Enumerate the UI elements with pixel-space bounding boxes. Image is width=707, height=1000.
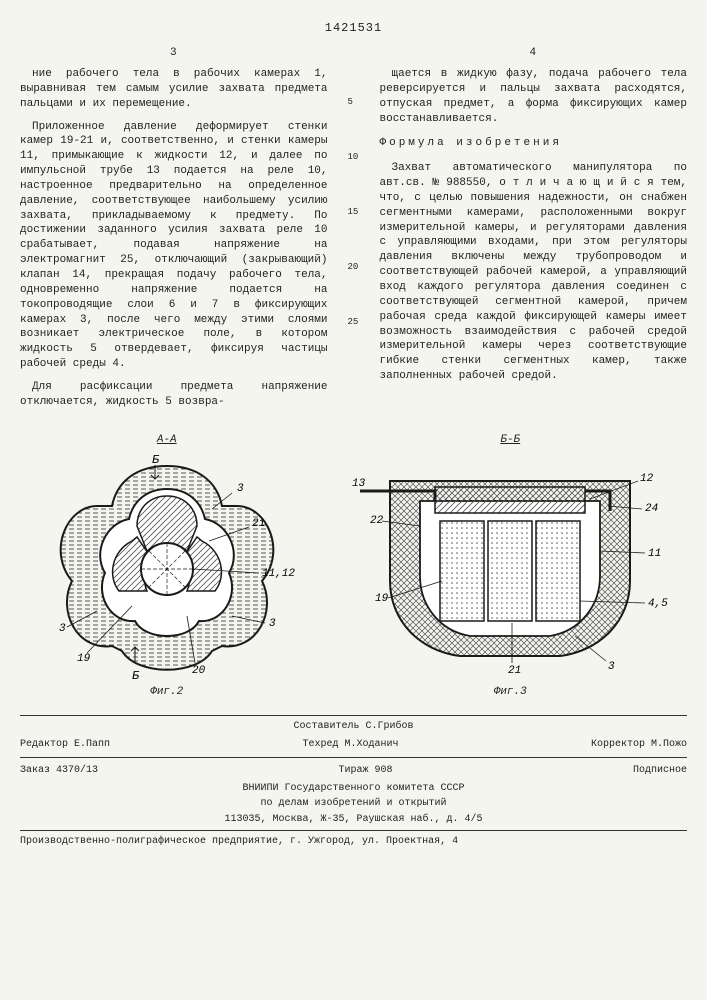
footer-techred: Техред М.Ходанич (302, 738, 398, 752)
right-p1: щается в жидкую фазу, подача рабочего те… (380, 67, 688, 126)
line-num-15: 15 (348, 206, 359, 218)
left-page-num: 3 (20, 46, 328, 61)
fig2-caption: Фиг.2 (150, 685, 183, 700)
svg-text:21: 21 (508, 665, 521, 677)
svg-text:12: 12 (640, 473, 654, 485)
right-p2: Захват автоматического манипулятора по а… (380, 161, 688, 384)
svg-text:3: 3 (269, 618, 276, 630)
line-num-20: 20 (348, 261, 359, 273)
footer-address: 113035, Москва, Ж-35, Раушская наб., д. … (20, 813, 687, 827)
figures-row: А-А (20, 433, 687, 701)
right-column: 4 щается в жидкую фазу, подача рабочего … (380, 46, 688, 417)
doc-number: 1421531 (20, 20, 687, 36)
footer-editor: Редактор Е.Папп (20, 738, 110, 752)
figure-2: А-А (37, 433, 297, 701)
footer-org2: по делам изобретений и открытий (20, 797, 687, 811)
footer: Составитель С.Грибов Редактор Е.Папп Тех… (20, 715, 687, 849)
svg-text:4,5: 4,5 (648, 598, 668, 610)
left-column: 3 ние рабочего тела в рабочих камерах 1,… (20, 46, 328, 417)
line-num-5: 5 (348, 96, 353, 108)
svg-text:3: 3 (608, 661, 615, 673)
fig2-svg: Б Б 3 21 11,12 3 20 3 19 (37, 451, 297, 681)
svg-text:3: 3 (59, 623, 66, 635)
footer-subscript: Подписное (633, 764, 687, 778)
formula-title: Формула изобретения (380, 136, 688, 151)
svg-text:20: 20 (192, 665, 206, 677)
svg-text:19: 19 (77, 653, 91, 665)
fig2-section: А-А (37, 433, 297, 448)
svg-text:22: 22 (370, 515, 384, 527)
left-p2: Приложенное давление деформирует стенки … (20, 120, 328, 372)
fig2-b-bot: Б (132, 669, 140, 681)
left-p1: ние рабочего тела в рабочих камерах 1, в… (20, 67, 328, 112)
svg-text:24: 24 (645, 503, 658, 515)
text-columns: 3 ние рабочего тела в рабочих камерах 1,… (20, 46, 687, 417)
right-page-num: 4 (380, 46, 688, 61)
fig3-svg: 13 22 19 12 24 11 4,5 3 21 (350, 451, 670, 681)
footer-corrector: Корректор М.Пожо (591, 738, 687, 752)
line-num-25: 25 (348, 316, 359, 328)
svg-text:13: 13 (352, 478, 366, 490)
footer-org1: ВНИИПИ Государственного комитета СССР (20, 782, 687, 796)
svg-text:11,12: 11,12 (262, 568, 295, 580)
footer-tirage: Тираж 908 (338, 764, 392, 778)
svg-text:21: 21 (252, 518, 265, 530)
svg-text:11: 11 (648, 548, 661, 560)
line-num-10: 10 (348, 151, 359, 163)
footer-printer: Производственно-полиграфическое предприя… (20, 835, 687, 849)
left-p3: Для расфиксации предмета напряжение откл… (20, 380, 328, 410)
fig2-b-top: Б (152, 453, 160, 467)
svg-text:19: 19 (375, 593, 389, 605)
fig3-section: Б-Б (350, 433, 670, 448)
svg-text:3: 3 (237, 483, 244, 495)
fig3-caption: Фиг.3 (494, 685, 527, 700)
footer-compiler: Составитель С.Грибов (20, 720, 687, 734)
figure-3: Б-Б (350, 433, 670, 701)
footer-order: Заказ 4370/13 (20, 764, 98, 778)
